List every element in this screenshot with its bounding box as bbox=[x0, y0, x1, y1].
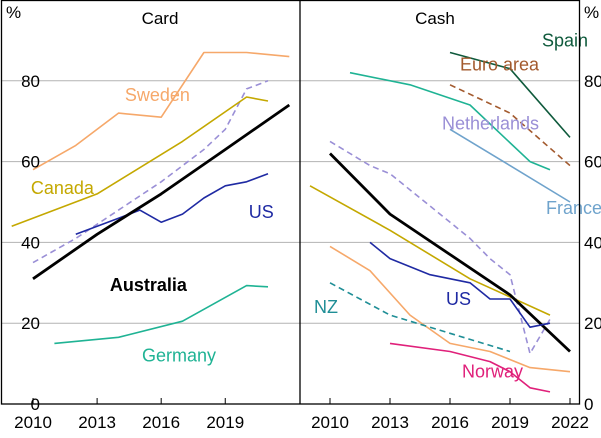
series-label-card-canada: Canada bbox=[31, 178, 95, 198]
series-label-cash-netherlands: Netherlands bbox=[442, 113, 539, 133]
plot-frame bbox=[0, 0, 581, 405]
series-line-card-germany bbox=[54, 284, 269, 345]
panel-card: 2010 2013 2016 2019 Sweden Canada US Australia G… bbox=[1, 9, 300, 432]
series-line-cash-australia bbox=[329, 152, 571, 353]
series-line-cash-germany bbox=[349, 71, 551, 171]
y-tick-label-left: 40 bbox=[21, 233, 40, 252]
y-tick-label-right: 20 bbox=[584, 314, 601, 333]
y-tick-label-left: 20 bbox=[21, 314, 40, 333]
series-line-cash-canada bbox=[309, 185, 551, 316]
y-axis-unit-left: % bbox=[6, 3, 21, 22]
y-tick-label-right: 60 bbox=[584, 153, 601, 172]
x-tick-label: 2013 bbox=[371, 413, 409, 432]
panel-title-card: Card bbox=[142, 9, 179, 28]
y-axis-labels: 0 0 20 20 40 40 60 60 80 80%% bbox=[6, 3, 601, 414]
panel-title-cash: Cash bbox=[415, 9, 455, 28]
series-line-cash-france bbox=[449, 128, 571, 203]
series-line-cash-euro-area bbox=[449, 84, 571, 167]
y-tick-label-right: 40 bbox=[584, 233, 601, 252]
series-label-cash-france: France bbox=[546, 198, 601, 218]
series-label-card-australia: Australia bbox=[110, 275, 188, 295]
series-line-card-canada bbox=[11, 96, 269, 227]
series-label-card-us: US bbox=[249, 202, 274, 222]
series-label-card-germany: Germany bbox=[142, 346, 216, 366]
series-line-cash-sweden bbox=[329, 245, 571, 373]
x-tick-label: 2013 bbox=[78, 413, 116, 432]
x-tick-label: 2019 bbox=[206, 413, 244, 432]
series-label-cash-euro-area: Euro area bbox=[460, 55, 540, 75]
x-tick-label: 2019 bbox=[491, 413, 529, 432]
series-line-card-sweden bbox=[32, 51, 290, 171]
series-label-cash-norway: Norway bbox=[462, 362, 523, 382]
series-line-cash-spain bbox=[449, 51, 571, 138]
x-tick-label: 2010 bbox=[311, 413, 349, 432]
x-tick-label: 2016 bbox=[142, 413, 180, 432]
y-tick-label-left: 0 bbox=[31, 395, 40, 414]
series-label-cash-nz: NZ bbox=[314, 297, 338, 317]
series-line-cash-nz bbox=[329, 282, 511, 353]
series-label-card-sweden: Sweden bbox=[125, 85, 190, 105]
series-label-cash-us: US bbox=[446, 289, 471, 309]
series-line-card-netherlands bbox=[32, 80, 269, 264]
series-label-cash-spain: Spain bbox=[542, 30, 588, 50]
y-tick-label-right: 80 bbox=[584, 72, 601, 91]
series-line-cash-netherlands bbox=[329, 140, 551, 355]
y-axis-unit-right: % bbox=[584, 3, 599, 22]
x-tick-label: 2016 bbox=[431, 413, 469, 432]
series-line-card-australia bbox=[32, 103, 291, 280]
series-line-cash-us bbox=[369, 241, 551, 328]
series-line-cash-norway bbox=[389, 342, 551, 393]
y-tick-label-left: 80 bbox=[21, 72, 40, 91]
x-tick-label: 2010 bbox=[14, 413, 52, 432]
x-tick-label: 2022 bbox=[551, 413, 589, 432]
y-tick-label-right: 0 bbox=[584, 395, 593, 414]
y-tick-label-left: 60 bbox=[21, 153, 40, 172]
